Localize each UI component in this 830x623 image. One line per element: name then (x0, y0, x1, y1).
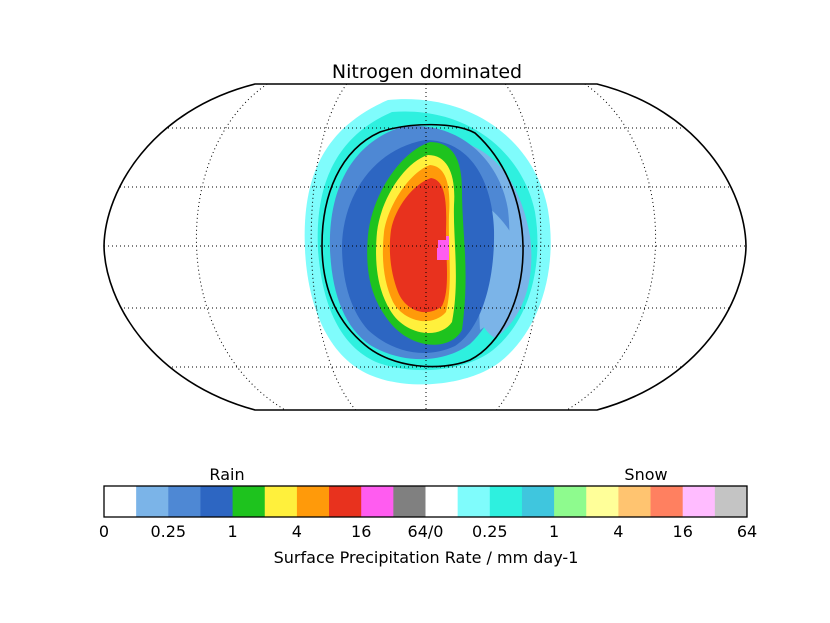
colorbar-cells (104, 486, 748, 517)
snow-colorbar-cell (618, 486, 652, 517)
snow-colorbar-cell (489, 486, 523, 517)
colorbar-tick-label: 0 (99, 522, 109, 541)
colorbar-tick-label: 0.25 (150, 522, 186, 541)
snow-colorbar-cell (714, 486, 748, 517)
snow-colorbar-cell (521, 486, 555, 517)
rain-colorbar-cell (232, 486, 266, 517)
meridian-gridline (496, 84, 542, 410)
contour-line (321, 123, 524, 368)
colorbar-axis-label: Surface Precipitation Rate / mm day-1 (274, 548, 579, 567)
rain-colorbar-cell (361, 486, 394, 517)
map-outline (103, 83, 747, 411)
snow-colorbar-cell (457, 486, 491, 517)
colorbar-tick-label: 1 (549, 522, 559, 541)
colorbar-tick-label: 16 (351, 522, 371, 541)
colorbar-frame (103, 485, 748, 518)
rain-colorbar-cell (136, 486, 169, 517)
rain-colorbar-cell (393, 486, 426, 517)
colorbar-tick-label: 0.25 (472, 522, 508, 541)
colorbar-tick-label: 1 (228, 522, 238, 541)
colorbar: Rain Snow 0 0.25 1 4 16 64/0 0.25 1 4 16 64 Surfac… (99, 465, 757, 567)
rain-colorbar-cell (104, 486, 137, 517)
snow-colorbar-cell (554, 486, 587, 517)
rain-label: Rain (209, 465, 244, 484)
colorbar-tick-label: 64 (737, 522, 757, 541)
snow-label: Snow (624, 465, 667, 484)
snow-colorbar-cell (425, 486, 459, 517)
meridian-gridline (310, 84, 356, 410)
snow-colorbar-cell (682, 486, 716, 517)
meridian-gridline (566, 84, 656, 410)
red-rain-region (389, 178, 447, 313)
rain-colorbar-cell (296, 486, 330, 517)
rain-colorbar-cell (264, 486, 298, 517)
colorbar-tick-label: 4 (292, 522, 302, 541)
colorbar-ticks: 0 0.25 1 4 16 64/0 0.25 1 4 16 64 (99, 522, 757, 541)
precipitation-regions (304, 99, 551, 385)
colorbar-tick-label: 64/0 (408, 522, 444, 541)
chart-title: Nitrogen dominated (332, 61, 522, 83)
snow-colorbar-cell (650, 486, 684, 517)
colorbar-tick-label: 4 (613, 522, 623, 541)
meridian-gridline (196, 84, 286, 410)
rain-colorbar-cell (329, 486, 362, 517)
rain-colorbar-cell (200, 486, 234, 517)
rain-colorbar-cell (168, 486, 201, 517)
snow-colorbar-cell (586, 486, 619, 517)
magenta-rain-region (437, 236, 449, 260)
colorbar-tick-label: 16 (673, 522, 693, 541)
